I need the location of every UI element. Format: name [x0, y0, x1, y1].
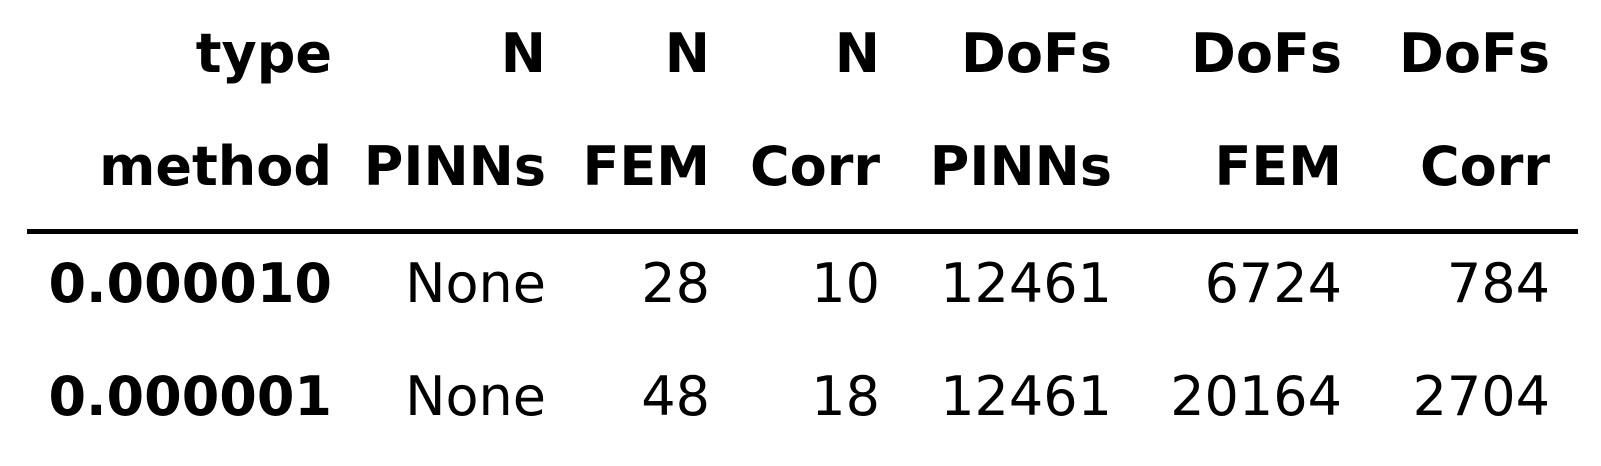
row-index: 0.000010 — [48, 252, 332, 315]
header-dofs-corr-top: DoFs — [1399, 22, 1550, 85]
header-n-fem-top: N — [664, 22, 710, 85]
header-dofs-pinns: PINNs — [929, 135, 1112, 198]
cell-n-fem: 28 — [641, 252, 710, 315]
header-divider — [27, 229, 1578, 234]
cell-dofs-fem: 20164 — [1170, 365, 1342, 428]
cell-dofs-corr: 784 — [1446, 252, 1550, 315]
cell-n-corr: 18 — [811, 365, 880, 428]
header-dofs-fem: FEM — [1214, 135, 1342, 198]
cell-n-pinns: None — [405, 365, 546, 428]
cell-n-pinns: None — [405, 252, 546, 315]
row-index: 0.000001 — [48, 365, 332, 428]
cell-dofs-corr: 2704 — [1412, 365, 1550, 428]
header-dofs-pinns-top: DoFs — [961, 22, 1112, 85]
cell-n-corr: 10 — [811, 252, 880, 315]
header-n-fem: FEM — [582, 135, 710, 198]
header-n-corr-top: N — [834, 22, 880, 85]
header-method: method — [99, 135, 332, 198]
header-n-pinns: PINNs — [363, 135, 546, 198]
cell-dofs-fem: 6724 — [1204, 252, 1342, 315]
header-n-pinns-top: N — [500, 22, 546, 85]
header-n-corr: Corr — [750, 135, 880, 198]
cell-dofs-pinns: 12461 — [940, 252, 1112, 315]
header-type: type — [195, 22, 332, 85]
cell-n-fem: 48 — [641, 365, 710, 428]
header-dofs-corr: Corr — [1420, 135, 1550, 198]
cell-dofs-pinns: 12461 — [940, 365, 1112, 428]
header-dofs-fem-top: DoFs — [1191, 22, 1342, 85]
